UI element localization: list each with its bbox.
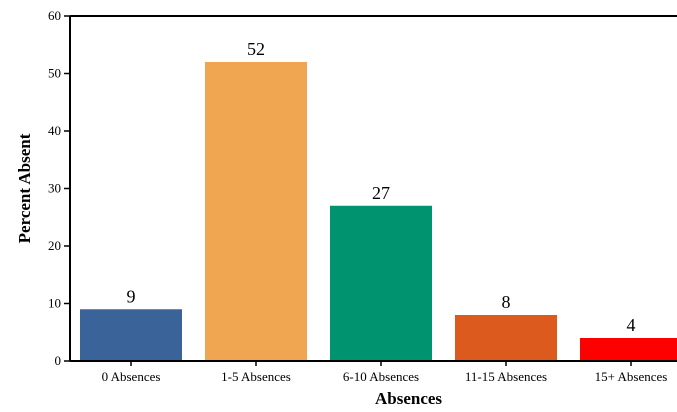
- y-tick-label: 30: [48, 181, 61, 196]
- x-tick-label: 6-10 Absences: [343, 369, 419, 384]
- x-tick-label: 15+ Absences: [595, 369, 668, 384]
- bar-value-label: 4: [627, 315, 636, 335]
- bar-value-label: 27: [372, 183, 390, 203]
- y-tick-label: 50: [48, 66, 61, 81]
- x-tick-label: 11-15 Absences: [465, 369, 547, 384]
- y-tick-label: 40: [48, 123, 61, 138]
- bar-value-label: 52: [247, 39, 265, 59]
- x-tick-label: 0 Absences: [102, 369, 161, 384]
- y-axis-title: Percent Absent: [15, 133, 34, 243]
- bar-value-label: 9: [127, 286, 136, 306]
- bar: [80, 309, 182, 361]
- bar-value-label: 8: [502, 292, 511, 312]
- bar: [455, 315, 557, 361]
- bar: [205, 62, 307, 361]
- y-tick-label: 10: [48, 296, 61, 311]
- y-tick-label: 0: [55, 353, 62, 368]
- y-axis-ticks: 0 10 20 30 40 50 60: [48, 8, 70, 368]
- bar: [330, 205, 432, 361]
- y-tick-label: 60: [48, 8, 61, 23]
- x-tick-label: 1-5 Absences: [221, 369, 291, 384]
- bar: [580, 338, 677, 361]
- x-axis-ticks: 0 Absences 1-5 Absences 6-10 Absences 11-15…: [102, 361, 668, 384]
- data-labels-group: 9 52 27 8 4: [127, 39, 636, 335]
- bars-group: [80, 62, 677, 361]
- y-tick-label: 20: [48, 238, 61, 253]
- x-axis-title: Absences: [375, 389, 442, 408]
